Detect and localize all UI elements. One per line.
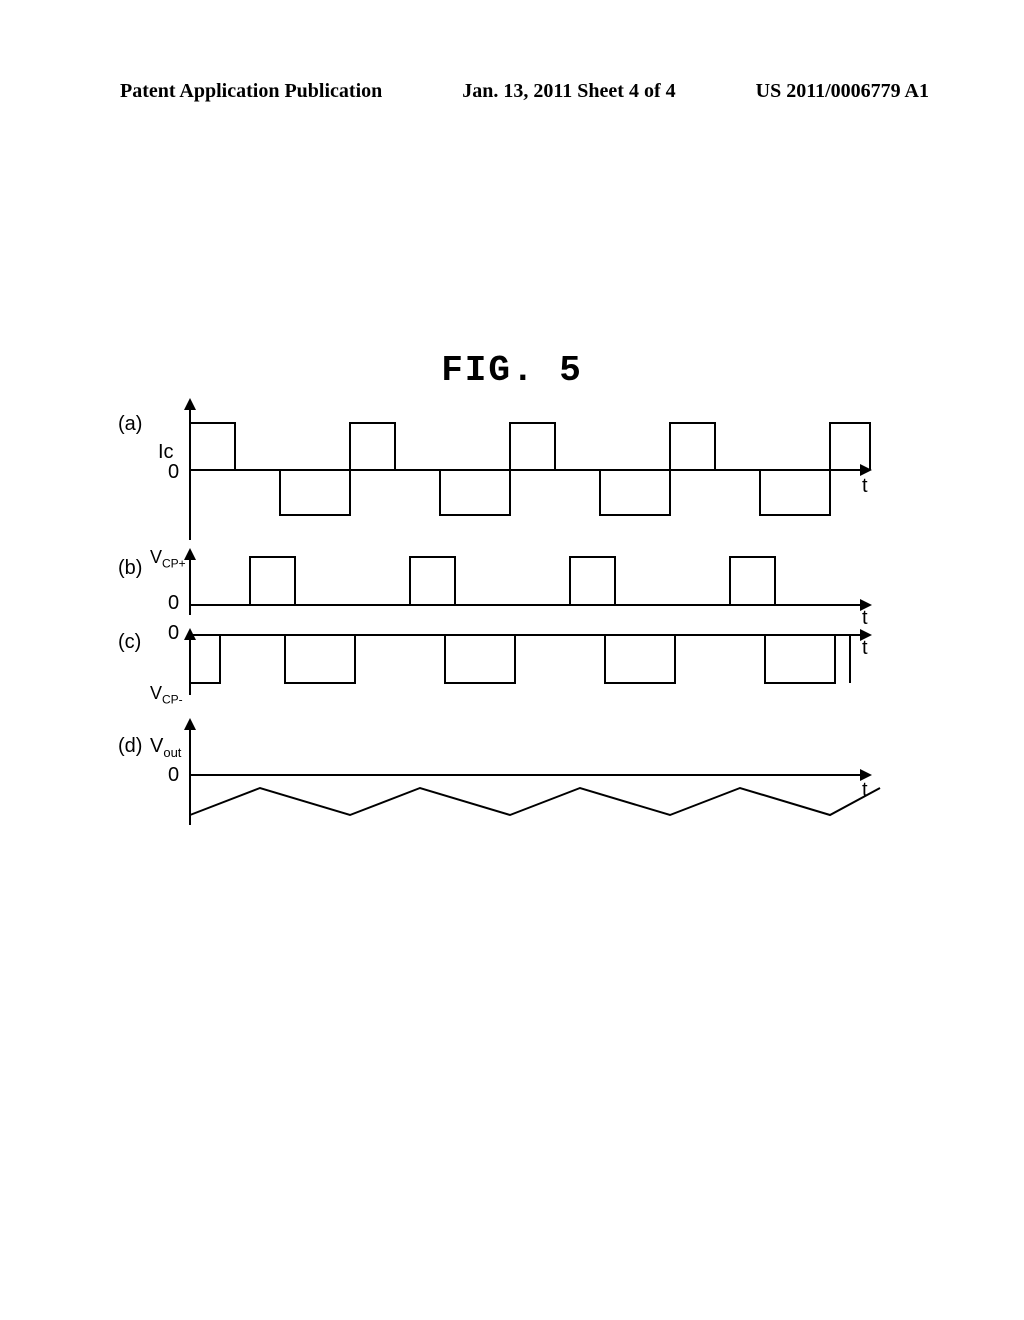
panel-b-ylabel: VCP+ [150, 547, 186, 571]
panel-c-xlabel: t [862, 637, 868, 660]
panel-d-zero: 0 [168, 764, 179, 787]
panel-c-label: (c) [118, 631, 141, 654]
panel-c-zero: 0 [168, 622, 179, 645]
panel-a-label: (a) [118, 413, 142, 436]
page-header: Patent Application Publication Jan. 13, … [0, 80, 1024, 103]
panel-b-label: (b) [118, 557, 142, 580]
header-left: Patent Application Publication [120, 80, 382, 103]
waveform-svg [110, 395, 910, 895]
header-right: US 2011/0006779 A1 [756, 80, 929, 103]
panel-d-xlabel: t [862, 779, 868, 802]
header-center: Jan. 13, 2011 Sheet 4 of 4 [462, 80, 675, 103]
panel-a-xlabel: t [862, 475, 868, 498]
panel-b-zero: 0 [168, 592, 179, 615]
panel-d-label: (d) [118, 735, 142, 758]
panel-a-zero: 0 [168, 461, 179, 484]
panel-b-xlabel: t [862, 607, 868, 630]
panel-c-ylabel: VCP- [150, 683, 183, 707]
panel-d-ylabel: Vout [150, 735, 181, 760]
figure-title: FIG. 5 [441, 350, 583, 391]
timing-diagram: (a) (b) (c) (d) Ic VCP+ VCP- Vout 0 0 0 … [110, 395, 910, 895]
